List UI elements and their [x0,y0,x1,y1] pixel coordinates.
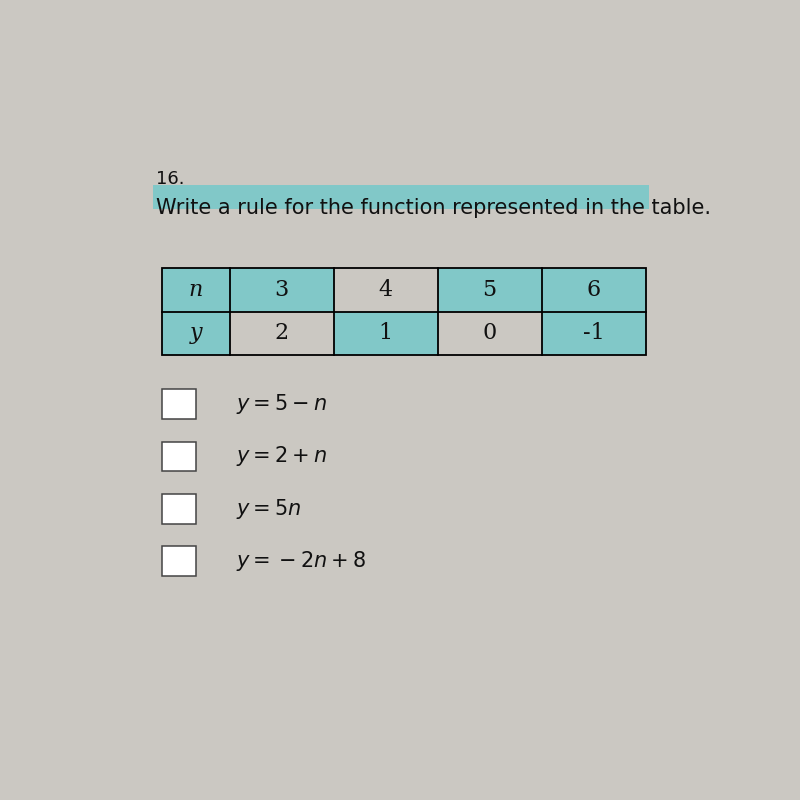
Text: $y = 5 - n$: $y = 5 - n$ [237,392,328,416]
Bar [162,390,196,418]
Text: $y = 5n$: $y = 5n$ [237,497,302,521]
Bar [162,312,646,354]
Text: 1: 1 [378,322,393,344]
Text: -1: -1 [582,322,605,344]
Text: $y = -2n + 8$: $y = -2n + 8$ [237,549,366,573]
Bar [162,494,196,523]
Bar [162,269,646,354]
Text: 0: 0 [482,322,497,344]
Text: 6: 6 [586,279,601,301]
Text: 4: 4 [378,279,393,301]
Bar [162,269,646,312]
Text: 2: 2 [274,322,289,344]
Bar [334,269,438,312]
Text: $y = 2 + n$: $y = 2 + n$ [237,444,328,468]
Bar [162,442,196,471]
Text: 3: 3 [274,279,289,301]
Bar [162,546,196,576]
Text: 5: 5 [482,279,497,301]
Bar [438,312,542,354]
Text: 16.: 16. [156,170,184,188]
Text: Write a rule for the function represented in the table.: Write a rule for the function represente… [156,198,710,218]
Text: y: y [190,322,202,344]
Text: n: n [189,279,203,301]
Bar [230,312,334,354]
Bar [153,186,649,209]
